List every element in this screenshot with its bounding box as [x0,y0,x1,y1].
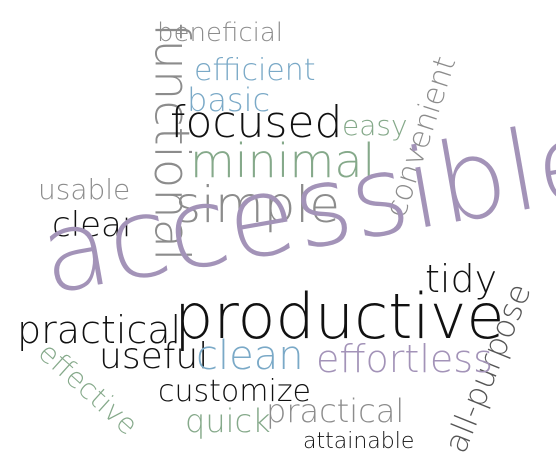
word-attainable: attainable [303,429,415,454]
word-minimal: minimal [190,134,376,188]
word-tidy: tidy [425,257,498,301]
word-focused: focused [170,97,343,148]
word-practical-1: practical [17,308,182,352]
word-practical-2: practical [266,392,405,430]
word-customize: customize [158,374,312,409]
word-effortless: effortless [316,337,493,381]
word-productive: productive [174,280,505,353]
word-efficient: efficient [194,53,316,88]
word-clean: clean [196,333,304,379]
word-quick: quick [185,402,271,440]
word-basic: basic [187,81,271,119]
word-easy: easy [342,109,408,142]
word-beneficial: beneficial [157,18,284,48]
word-simple: simple [175,176,341,234]
word-usable: usable [38,173,131,206]
word-clear: clear [52,205,136,245]
word-useful: useful [99,336,209,377]
